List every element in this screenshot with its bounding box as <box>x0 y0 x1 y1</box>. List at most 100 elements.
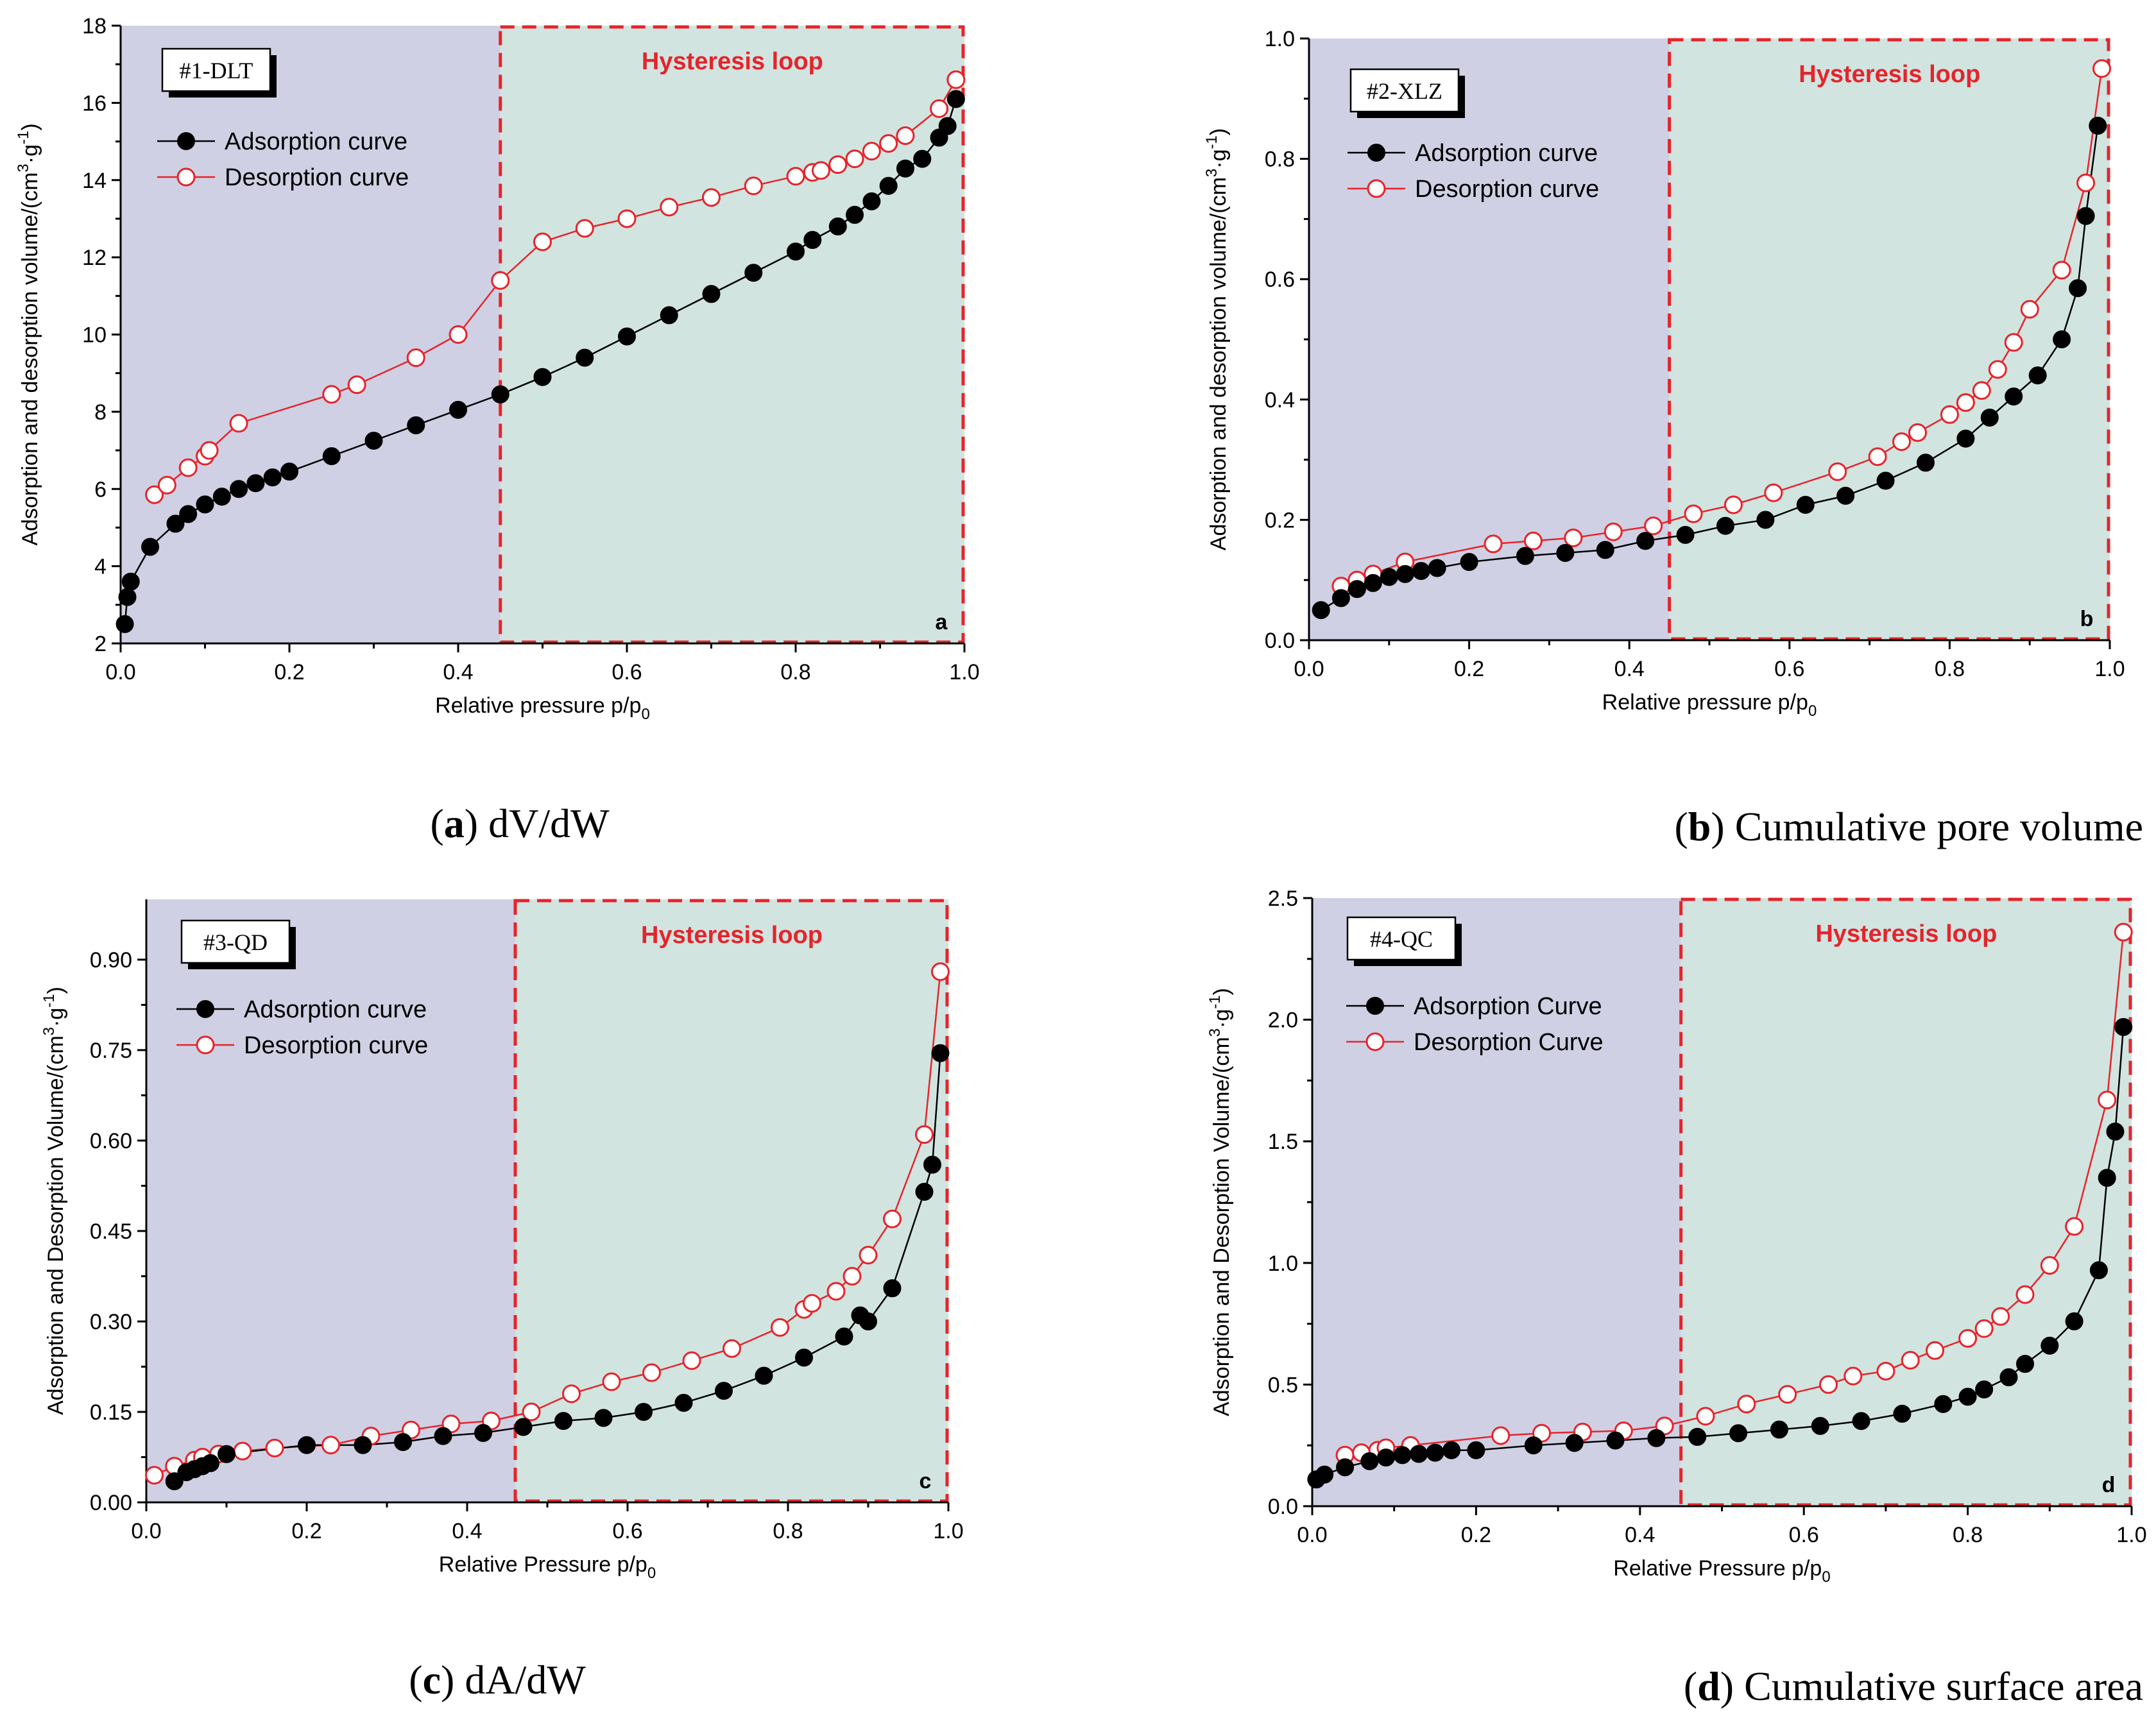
desorption-point <box>1868 447 1887 466</box>
adsorption-point <box>702 285 721 303</box>
x-tick-label: 0.4 <box>443 660 473 684</box>
adsorption-point <box>828 217 847 235</box>
desorption-point <box>347 375 366 395</box>
desorption-point <box>931 962 950 981</box>
adsorption-point <box>212 488 231 506</box>
adsorption-point <box>859 1312 877 1330</box>
adsorption-point <box>795 1348 813 1367</box>
desorption-point <box>491 271 510 290</box>
desorption-point <box>862 142 881 161</box>
chart-panel-c: 0.0 0.2 0.4 0.6 0.8 1.0 0.00 0.15 0.30 0.45 0.60 0.… <box>40 899 964 1702</box>
desorption-point <box>1564 529 1583 548</box>
desorption-point <box>744 176 763 196</box>
adsorption-point <box>230 480 248 498</box>
desorption-point <box>200 441 219 460</box>
adsorption-point <box>1442 1441 1461 1459</box>
adsorption-point <box>1396 565 1414 583</box>
adsorption-point <box>946 90 965 108</box>
desorption-point <box>575 219 594 238</box>
adsorption-point <box>2041 1336 2059 1355</box>
y-tick-label: 10 <box>82 323 107 348</box>
desorption-point <box>2098 1091 2117 1110</box>
adsorption-point <box>1852 1412 1870 1431</box>
legend-adsorption-marker <box>196 1000 214 1018</box>
adsorption-point <box>1565 1434 1584 1452</box>
y-tick-label: 18 <box>82 14 107 38</box>
adsorption-line <box>124 99 957 625</box>
sample-label-box <box>161 47 271 92</box>
adsorption-point <box>474 1423 492 1442</box>
adsorption-point <box>165 1472 184 1491</box>
adsorption-point <box>1756 511 1775 529</box>
x-tick-label: 0.8 <box>780 660 810 684</box>
desorption-point <box>1958 1329 1978 1348</box>
desorption-point <box>883 1209 902 1228</box>
desorption-point <box>2114 922 2133 942</box>
adsorption-point <box>1688 1427 1707 1446</box>
y-tick-label: 6 <box>94 477 107 502</box>
adsorption-point <box>218 1445 235 1463</box>
adsorption-point <box>1364 573 1382 592</box>
adsorption-point <box>179 505 198 523</box>
desorption-point <box>2015 1285 2035 1304</box>
desorption-point <box>786 167 805 186</box>
desorption-point <box>602 1372 621 1391</box>
desorption-point <box>896 126 915 146</box>
y-tick-label: 2.0 <box>1268 1008 1298 1033</box>
adsorption-point <box>674 1393 693 1412</box>
sample-label: #3-QD <box>203 930 268 955</box>
desorption-point <box>2040 1256 2059 1275</box>
x-tick-label: 0.2 <box>291 1519 321 1543</box>
y-tick-label: 2 <box>94 632 107 656</box>
x-axis-title: Relative pressure p/p0 <box>435 693 650 723</box>
panel-caption: (c) dA/dW <box>409 1657 586 1702</box>
pre-hysteresis-region <box>121 26 501 643</box>
adsorption-point <box>364 432 383 450</box>
adsorption-point <box>1811 1416 1829 1435</box>
adsorption-point <box>1676 525 1695 544</box>
desorption-point <box>449 325 468 344</box>
x-tick-label: 0.4 <box>1625 1523 1655 1547</box>
adsorption-point <box>744 264 763 282</box>
adsorption-point <box>1796 495 1815 514</box>
y-tick-label: 0.45 <box>90 1219 132 1244</box>
adsorption-point <box>755 1366 773 1385</box>
sample-label-box <box>1346 916 1457 961</box>
adsorption-point <box>196 495 214 514</box>
y-axis-title: Adsorption and Desorption Volume/(cm3·g-… <box>1206 988 1234 1416</box>
desorption-point <box>1484 534 1503 554</box>
chart-panel-d: 0.0 0.2 0.4 0.6 0.8 1.0 0.0 0.5 1.0 1.5 2.0 2.5 Rela… <box>1206 887 2147 1709</box>
desorption-point <box>702 188 721 207</box>
adsorption-point <box>491 385 509 403</box>
x-tick-label: 1.0 <box>2116 1523 2146 1547</box>
y-tick-label: 0.5 <box>1268 1373 1298 1397</box>
adsorption-point <box>2005 387 2023 406</box>
legend-desorption-label: Desorption curve <box>1415 176 1599 203</box>
sample-label: #4-QC <box>1370 926 1433 952</box>
desorption-point <box>642 1363 661 1382</box>
adsorption-point <box>835 1327 853 1346</box>
hysteresis-box <box>1668 38 2110 641</box>
chart-panel-a: 0.0 0.2 0.4 0.6 0.8 1.0 2 4 6 8 10 12 14 16 18 Relative… <box>15 14 980 846</box>
adsorption-point <box>1428 559 1446 577</box>
desorption-point <box>1737 1395 1756 1414</box>
y-tick-label: 2.5 <box>1268 887 1298 911</box>
adsorption-point <box>394 1433 412 1451</box>
desorption-point <box>1892 432 1912 451</box>
adsorption-point <box>354 1436 372 1454</box>
desorption-point <box>2076 173 2096 192</box>
hysteresis-region <box>1681 898 2132 1506</box>
desorption-point <box>803 1294 821 1313</box>
adsorption-point <box>660 306 678 325</box>
x-tick-label: 0.6 <box>612 660 642 684</box>
x-tick-label: 0.2 <box>1461 1523 1491 1547</box>
desorption-point <box>915 1125 934 1144</box>
desorption-point <box>1819 1375 1838 1394</box>
x-tick-label: 1.0 <box>933 1519 963 1543</box>
y-tick-label: 14 <box>82 169 107 193</box>
adsorption-point <box>1636 532 1655 550</box>
adsorption-point <box>280 463 298 481</box>
adsorption-point <box>803 231 822 250</box>
desorption-point <box>859 1246 878 1265</box>
adsorption-point <box>1916 454 1935 472</box>
